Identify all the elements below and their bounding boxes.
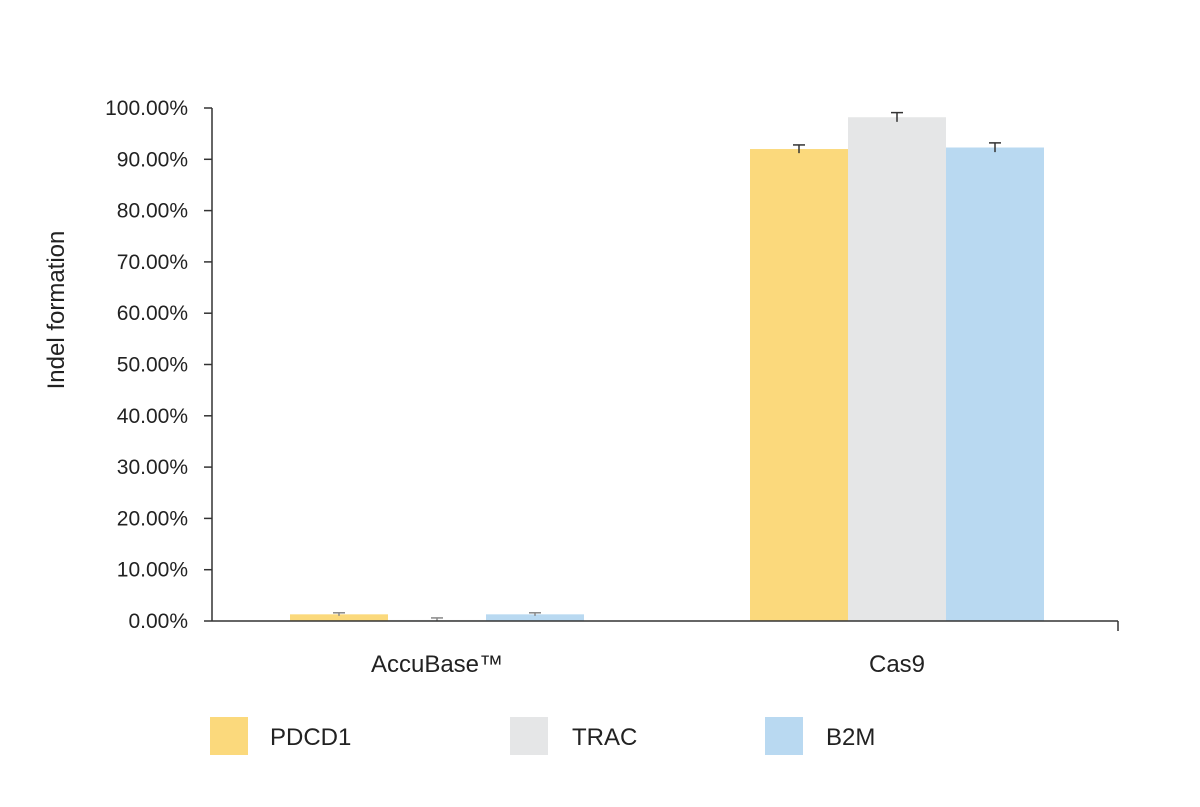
legend-swatch-trac (510, 717, 548, 755)
bar-pdcd1-cas9 (750, 149, 848, 622)
bar-pdcd1-accubase (290, 614, 388, 621)
y-tick-label: 70.00% (117, 251, 188, 274)
y-tick-label: 50.00% (117, 354, 188, 377)
category-label-cas9: Cas9 (869, 651, 925, 678)
y-tick-label: 0.00% (128, 610, 188, 633)
legend-label-trac: TRAC (572, 724, 637, 751)
y-tick-label: 10.00% (117, 559, 188, 582)
y-tick-label: 90.00% (117, 148, 188, 171)
bar-b2m-cas9 (946, 147, 1044, 621)
y-axis-title: Indel formation (43, 231, 70, 390)
legend-swatch-b2m (765, 717, 803, 755)
y-tick-label: 20.00% (117, 507, 188, 530)
category-label-accubase: AccuBase™ (371, 651, 503, 678)
bars-layer (290, 117, 1044, 622)
legend-label-pdcd1: PDCD1 (270, 724, 351, 751)
y-tick-label: 40.00% (117, 405, 188, 428)
y-tick-label: 30.00% (117, 456, 188, 479)
bar-trac-cas9 (848, 117, 946, 621)
bar-b2m-accubase (486, 614, 584, 621)
legend: PDCD1 TRAC B2M (210, 717, 875, 755)
legend-label-b2m: B2M (826, 724, 875, 751)
y-tick-label: 60.00% (117, 302, 188, 325)
y-tick-label: 80.00% (117, 200, 188, 223)
y-ticks: 0.00% 10.00% 20.00% 30.00% 40.00% 50.00% 60.00… (105, 97, 212, 633)
y-tick-label: 100.00% (105, 97, 188, 120)
legend-swatch-pdcd1 (210, 717, 248, 755)
